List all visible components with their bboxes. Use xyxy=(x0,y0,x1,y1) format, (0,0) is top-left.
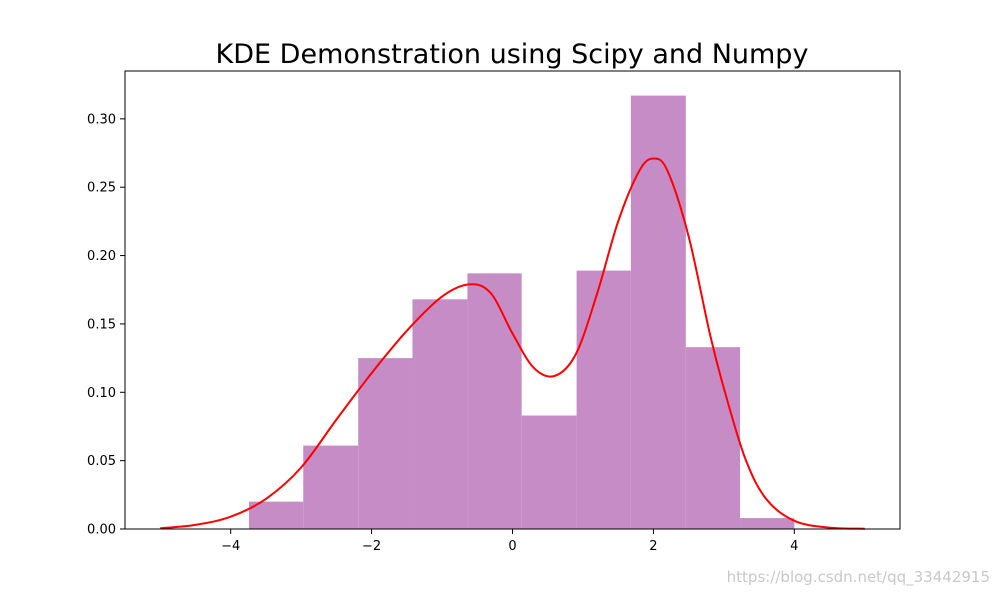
chart-title: KDE Demonstration using Scipy and Numpy xyxy=(216,39,809,70)
y-tick-label: 0.20 xyxy=(87,249,116,264)
x-tick-label: −2 xyxy=(362,539,381,554)
histogram-bar-6 xyxy=(576,270,631,529)
y-tick-label: 0.10 xyxy=(87,386,116,401)
kde-line xyxy=(160,157,865,530)
histogram-bar-5 xyxy=(521,415,577,529)
y-tick-label: 0.05 xyxy=(87,454,116,469)
histogram-bar-1 xyxy=(303,445,359,529)
histogram-bar-9 xyxy=(740,518,795,529)
histogram-bar-3 xyxy=(412,299,468,529)
y-tick-label: 0.30 xyxy=(87,112,116,127)
y-tick-label: 0.00 xyxy=(87,523,116,538)
y-tick-label: 0.25 xyxy=(87,181,116,196)
histogram-bar-2 xyxy=(358,358,413,529)
x-tick-label: −4 xyxy=(221,539,240,554)
x-tick-label: 2 xyxy=(649,539,657,554)
y-tick-label: 0.15 xyxy=(87,317,116,332)
histogram-bar-7 xyxy=(630,95,686,530)
x-tick-label: 4 xyxy=(790,539,798,554)
histogram-bar-4 xyxy=(467,273,522,529)
histogram-bars xyxy=(249,95,795,530)
watermark-text: https://blog.csdn.net/qq_33442915 xyxy=(727,568,990,587)
histogram-bar-8 xyxy=(685,347,741,529)
histogram-bar-0 xyxy=(249,501,304,529)
y-axis: 0.00 0.05 0.10 0.15 0.20 0.25 0.30 xyxy=(87,112,125,538)
x-axis: −4 −2 0 2 4 xyxy=(221,529,798,554)
x-tick-label: 0 xyxy=(508,539,516,554)
